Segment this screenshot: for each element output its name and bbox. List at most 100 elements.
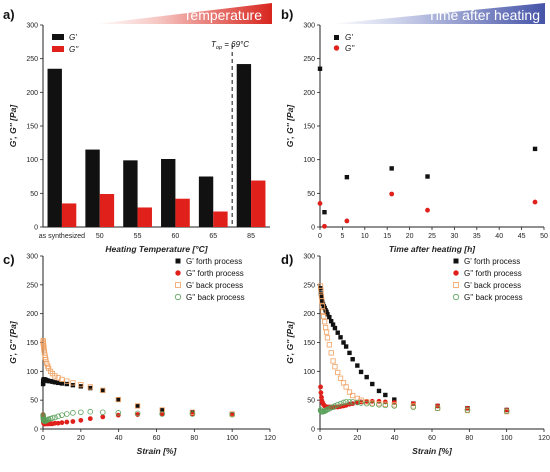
- data-point-circle: [70, 419, 76, 424]
- x-tick-label: 15: [383, 233, 391, 240]
- x-axis-title: Heating Temperature [°C]: [105, 244, 208, 254]
- y-tick-label: 0: [311, 427, 315, 434]
- data-point-square: [337, 375, 344, 381]
- data-point-circle: [52, 414, 58, 421]
- data-point-circle: [229, 411, 235, 418]
- panel-c: c) 0 50 100 150 200 250 300 G', G'' [Pa] 0 20 40 60…: [3, 252, 276, 456]
- data-point-square: [335, 330, 340, 335]
- y-tick-label: 250: [26, 282, 38, 289]
- y-tick-label: 100: [26, 369, 38, 376]
- legend-c-marker-1: [175, 258, 181, 264]
- plot-a-area: 0 50 100 150 200 250 300 G', G'' [Pa] as synthes…: [8, 23, 270, 254]
- x-tick-label: 50: [540, 233, 548, 240]
- data-point-square: [338, 335, 343, 340]
- x-tick-label: 120: [264, 435, 276, 442]
- data-point-square: [87, 384, 93, 390]
- annotation-t-op: Top = 69°C: [211, 40, 249, 51]
- x-tick-label: 80: [190, 435, 198, 442]
- data-point-circle: [369, 398, 375, 404]
- legend-c-label-4: G'' back process: [186, 293, 245, 302]
- time-banner: [330, 3, 545, 24]
- data-point-circle: [190, 411, 195, 417]
- data-point-square: [44, 360, 50, 366]
- y-tick-label: 200: [303, 311, 315, 318]
- data-point-square: [358, 369, 364, 375]
- legend-c-marker-4: [174, 293, 182, 301]
- x-tick-label: as synthesized: [39, 233, 85, 240]
- data-point-square: [389, 166, 394, 171]
- legend-d-marker-4: [452, 293, 460, 301]
- bar-gdoubleprime: [99, 194, 115, 227]
- legend-b-gdouble-label: G'': [345, 44, 355, 53]
- bar-gdoubleprime: [137, 207, 152, 227]
- data-point-square: [78, 381, 84, 388]
- data-point-circle: [229, 412, 235, 417]
- x-tick-label: 45: [518, 233, 526, 240]
- x-tick-label: 40: [391, 435, 399, 442]
- data-point-circle: [389, 191, 395, 197]
- data-point-square: [321, 313, 327, 320]
- annotation-t-sub: op: [216, 45, 222, 51]
- plot-b-area: 0 50 100 150 200 250 300 G', G'' [Pa] 0 5 10 15 20 25…: [285, 23, 548, 255]
- legend-d-marker-3: [453, 282, 459, 288]
- y-tick-label: 0: [34, 225, 38, 232]
- data-point-square: [319, 303, 326, 309]
- data-point-square: [319, 297, 325, 303]
- time-banner-text: Time after heating: [428, 7, 540, 23]
- x-tick-label: 20: [406, 233, 414, 240]
- y-tick-label: 250: [26, 56, 38, 63]
- panel-d-label: d): [281, 252, 293, 267]
- y-tick-label: 300: [26, 254, 38, 261]
- data-point-square: [335, 369, 341, 376]
- y-axis-title: G', G'' [Pa]: [8, 320, 18, 364]
- data-point-square: [347, 350, 352, 356]
- data-point-circle: [100, 414, 106, 420]
- data-point-square: [100, 387, 106, 393]
- data-point-circle: [334, 401, 341, 408]
- y-tick-label: 50: [30, 191, 38, 198]
- panel-a: a) Temperature 0 50 100 150 200 250 300 G', G''…: [3, 3, 272, 254]
- data-point-square: [532, 146, 538, 152]
- x-tick-label: 0: [318, 233, 322, 240]
- data-point-circle: [434, 405, 441, 412]
- data-point-square: [341, 340, 346, 345]
- x-tick-label: 65: [209, 233, 217, 240]
- x-tick-label: 80: [465, 435, 473, 442]
- data-point-square: [115, 396, 121, 403]
- data-point-square: [319, 298, 325, 304]
- data-point-circle: [87, 416, 93, 422]
- annotation-t-rest: = 69°C: [222, 40, 249, 49]
- legend-c-label-2: G'' forth process: [186, 269, 244, 278]
- data-point-circle: [99, 409, 106, 416]
- x-tick-label: 60: [153, 435, 161, 442]
- data-point-circle: [354, 399, 361, 406]
- data-point-circle: [64, 419, 70, 425]
- y-tick-label: 0: [34, 427, 38, 434]
- data-point-circle: [318, 390, 324, 396]
- panel-d: d) 0 50 100 150 200 250 300 G', G'' [Pa] 0 20 40 60…: [281, 252, 550, 456]
- data-point-square: [116, 397, 121, 402]
- data-point-circle: [344, 218, 350, 224]
- x-tick-label: 25: [428, 233, 436, 240]
- y-tick-label: 150: [26, 124, 38, 131]
- data-point-circle: [340, 399, 347, 406]
- data-point-circle: [464, 407, 471, 413]
- data-point-square: [383, 392, 388, 398]
- plot-c-area: 0 50 100 150 200 250 300 G', G'' [Pa] 0 20 40 60 80 1…: [8, 254, 276, 457]
- x-tick-label: 35: [473, 233, 481, 240]
- data-point-square: [322, 209, 327, 215]
- data-point-square: [425, 174, 430, 179]
- data-point-square: [340, 380, 347, 386]
- data-point-square: [78, 384, 84, 389]
- data-point-square: [350, 392, 356, 399]
- data-point-circle: [410, 404, 417, 410]
- data-point-circle: [159, 411, 165, 417]
- data-point-square: [159, 407, 165, 413]
- data-point-square: [364, 374, 369, 380]
- y-tick-label: 50: [307, 398, 315, 405]
- legend-a-gprime-label: G': [69, 33, 77, 42]
- legend-d-marker-1: [453, 258, 459, 264]
- bar-gprime: [47, 68, 62, 228]
- data-point-square: [319, 295, 324, 300]
- data-point-circle: [49, 415, 56, 421]
